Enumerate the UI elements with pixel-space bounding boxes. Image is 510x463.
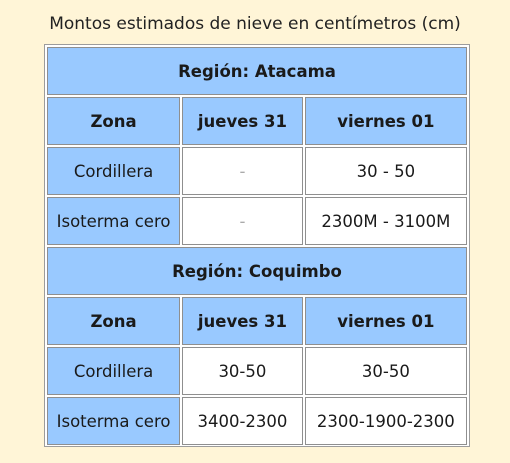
- header-day1: jueves 31: [182, 97, 303, 145]
- value-cell: 30-50: [182, 347, 303, 395]
- value-cell: 2300-1900-2300: [304, 397, 467, 445]
- value-cell: 3400-2300: [182, 397, 303, 445]
- zone-cell: Cordillera: [47, 347, 181, 395]
- header-day1: jueves 31: [182, 297, 303, 345]
- table-row: Cordillera - 30 - 50: [47, 147, 467, 195]
- header-zone: Zona: [47, 297, 181, 345]
- zone-cell: Isoterma cero: [47, 197, 181, 245]
- header-day2: viernes 01: [304, 297, 467, 345]
- region-title-atacama: Región: Atacama: [47, 47, 467, 95]
- table-row: Cordillera 30-50 30-50: [47, 347, 467, 395]
- value-cell: 2300M - 3100M: [304, 197, 467, 245]
- zone-cell: Isoterma cero: [47, 397, 181, 445]
- table-row: Isoterma cero 3400-2300 2300-1900-2300: [47, 397, 467, 445]
- value-cell: -: [182, 197, 303, 245]
- value-cell: -: [182, 147, 303, 195]
- value-cell: 30 - 50: [304, 147, 467, 195]
- header-zone: Zona: [47, 97, 181, 145]
- table-row: Isoterma cero - 2300M - 3100M: [47, 197, 467, 245]
- zone-cell: Cordillera: [47, 147, 181, 195]
- table-caption: Montos estimados de nieve en centímetros…: [49, 14, 461, 34]
- snow-table: Región: Atacama Zona jueves 31 viernes 0…: [44, 44, 470, 447]
- header-day2: viernes 01: [304, 97, 467, 145]
- value-cell: 30-50: [304, 347, 467, 395]
- region-title-coquimbo: Región: Coquimbo: [47, 247, 467, 295]
